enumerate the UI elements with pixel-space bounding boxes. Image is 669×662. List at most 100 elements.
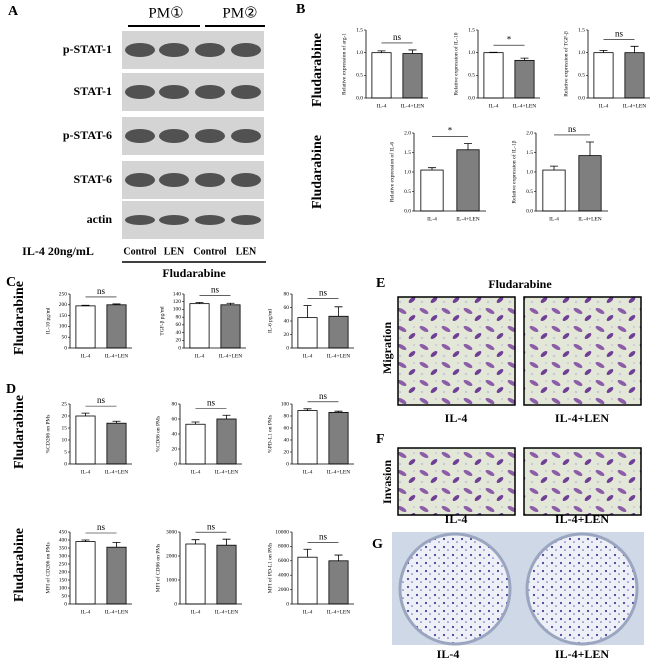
y-axis-label: IL-10 pg/ml [45, 307, 51, 334]
x-tick-label: IL-4+LEN [327, 609, 351, 615]
y-axis-label: %CD86 on PMs [155, 416, 161, 452]
significance-label: ns [615, 28, 624, 38]
axes [535, 133, 608, 212]
bar [75, 305, 96, 349]
lane-label: Control [193, 246, 226, 257]
error-bar [81, 412, 90, 416]
bar [216, 544, 237, 605]
blot-row-label: STAT-6 [74, 172, 112, 186]
x-tick-label: IL-4 [191, 609, 201, 615]
blot-band [231, 173, 261, 187]
y-tick-label: 140 [173, 291, 182, 297]
y-axis-label: Relative expression of arg-1 [340, 33, 347, 95]
y-tick-label: 10000 [275, 529, 289, 535]
image-label: IL-4+LEN [555, 512, 610, 526]
y-axis-label: MFI of PD-L1 on PMs [266, 543, 273, 593]
bar [402, 53, 423, 99]
y-tick-label: 250 [59, 291, 68, 297]
blot-band [231, 85, 261, 99]
row-label: Migration [380, 322, 394, 374]
y-tick-label: 150 [59, 313, 68, 319]
significance-label: ns [207, 397, 216, 407]
bar-chart: MFI of PD-L1 on PMs 0 2000 4000 6000 8000 1000… [266, 529, 354, 615]
y-tick-label: 1.0 [468, 50, 475, 56]
y-tick-label: 1.0 [578, 50, 585, 56]
y-tick-label: 0 [286, 461, 289, 467]
x-tick-label: IL-4+LEN [401, 103, 425, 109]
blot-band [231, 215, 261, 225]
bar [297, 556, 318, 605]
bar [106, 546, 127, 605]
y-tick-label: 0.5 [578, 73, 585, 79]
y-axis-label: %CD206 on PMs [45, 415, 51, 454]
y-tick-label: 40 [284, 318, 290, 324]
y-tick-label: 0 [64, 461, 67, 467]
blot-band [195, 215, 225, 225]
y-tick-label: 1.5 [468, 27, 475, 33]
bar-chart: Relative expression of TGF-β 0.0 0.5 1.0 1.5… [562, 27, 650, 109]
y-tick-label: 50 [62, 593, 68, 599]
y-tick-label: 2000 [166, 553, 177, 559]
y-tick-label: 0.0 [526, 208, 533, 214]
axes [69, 532, 132, 605]
bar-chart: IL-10 pg/ml 0 50 100 150 200 250 IL-4 IL-4+LEN ns [45, 286, 132, 359]
blot-row-label: STAT-1 [74, 84, 112, 98]
blot-band [195, 129, 225, 143]
blot-band [125, 43, 155, 57]
panel-letter: A [8, 4, 19, 19]
y-tick-label: 20 [172, 446, 178, 452]
y-tick-label: 1.5 [404, 150, 411, 156]
error-bar [428, 167, 436, 171]
y-tick-label: 0.5 [526, 189, 533, 195]
blot-band [231, 129, 261, 143]
y-tick-label: 40 [172, 431, 178, 437]
row-label: Fludarabine [12, 528, 27, 602]
treatment-label: IL-4 20ng/mL [22, 244, 94, 258]
panel-letter: D [6, 382, 16, 397]
panel-letter: G [372, 537, 383, 552]
image-label: IL-4 [437, 647, 460, 661]
bar [185, 423, 206, 465]
bar [216, 418, 237, 465]
bar-chart: Relative expression of IL-1β 0.0 0.5 1.0 1.5… [510, 124, 608, 222]
migration-image [523, 296, 642, 406]
error-bar [303, 408, 312, 411]
y-tick-label: 60 [176, 322, 182, 328]
bar [75, 415, 96, 465]
panel-letter: F [376, 432, 385, 447]
y-tick-label: 100 [59, 324, 68, 330]
error-bar [195, 302, 204, 304]
error-bar [226, 302, 235, 305]
bar-chart: %CD86 on PMs 0 20 40 60 80 IL-4 IL-4+LEN ns [155, 397, 242, 475]
image-label: IL-4 [445, 411, 468, 425]
bar [185, 543, 206, 605]
bar-chart: IL-6 pg/ml 0 20 40 60 80 IL-4 IL-4+LEN ns [267, 288, 354, 359]
x-tick-label: IL-4+LEN [219, 353, 243, 359]
y-tick-label: 0.0 [578, 95, 585, 101]
y-tick-label: 0 [286, 345, 289, 351]
y-tick-label: 150 [59, 577, 68, 583]
error-bar [191, 421, 200, 425]
error-bar [191, 539, 200, 544]
blot-caption: Fludarabine [162, 266, 226, 280]
y-tick-label: 0 [64, 601, 67, 607]
y-axis-label: MFI of CD86 on PMs [154, 544, 161, 593]
axes [179, 404, 242, 465]
panel-letter: C [6, 275, 16, 290]
y-tick-label: 4000 [278, 572, 289, 578]
x-tick-label: IL-4 [599, 103, 609, 109]
bar [328, 315, 349, 349]
bar-chart: MFI of CD206 on PMs 0 50 100 150 200 250 300 350… [44, 522, 132, 615]
bar [328, 411, 349, 465]
significance-label: ns [319, 531, 328, 541]
significance-label: ns [393, 32, 402, 42]
error-bar [112, 542, 121, 548]
blot-panel: A PM① PM② IL-4 20ng/mL Control LEN Contr… [8, 4, 266, 280]
x-tick-label: IL-4+LEN [327, 469, 351, 475]
x-tick-label: IL-4 [81, 609, 91, 615]
error-bar [630, 45, 639, 53]
axes [291, 532, 354, 605]
significance-label: ns [319, 391, 328, 401]
